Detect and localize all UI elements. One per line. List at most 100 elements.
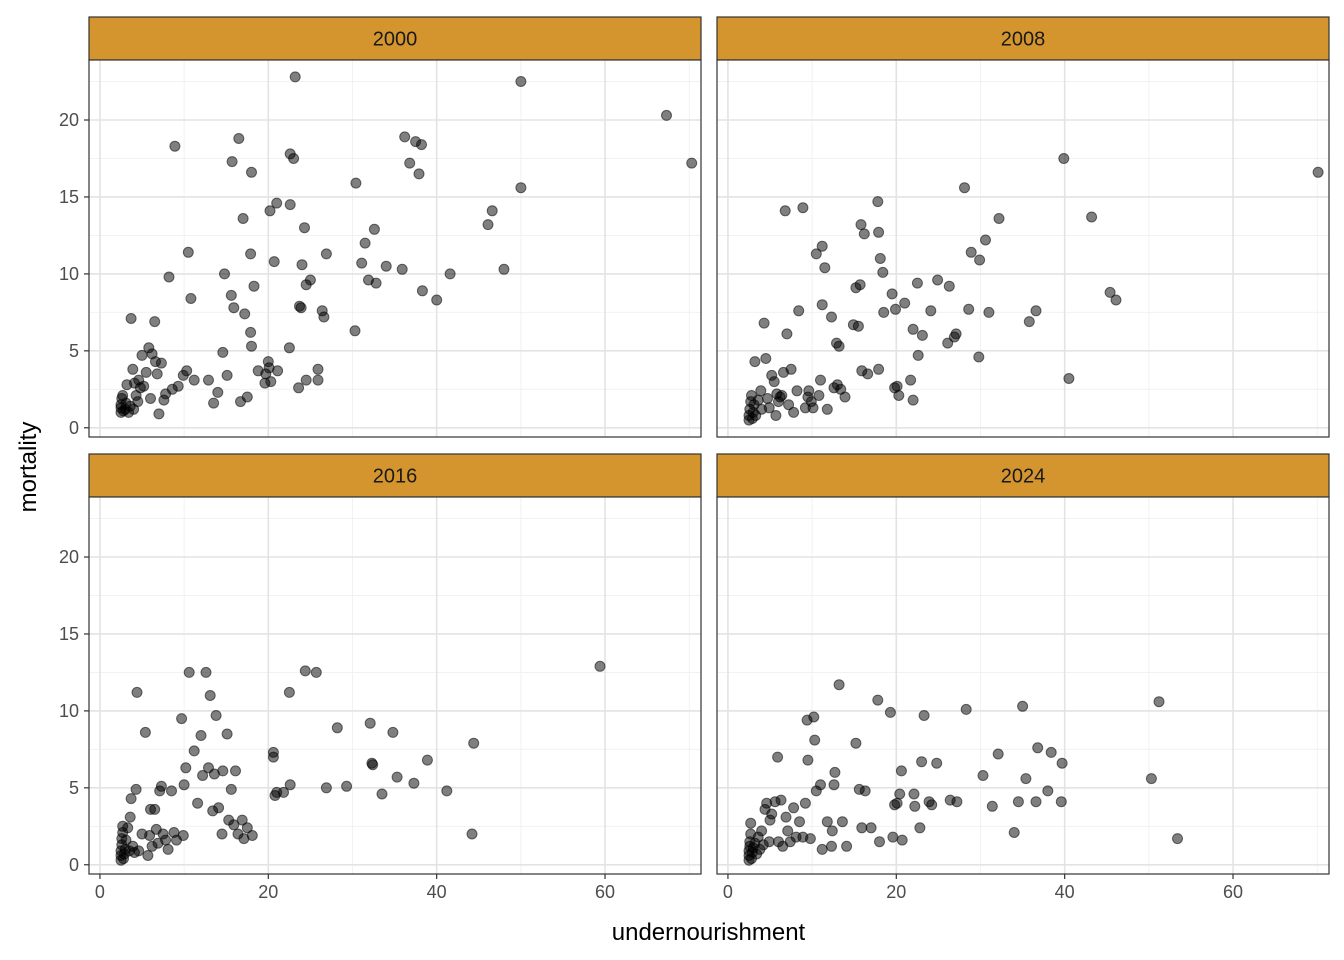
data-point — [772, 751, 784, 763]
data-point — [237, 213, 249, 224]
data-point — [859, 785, 871, 797]
data-point — [873, 226, 885, 238]
data-point — [341, 780, 353, 792]
data-point — [755, 385, 767, 397]
data-point — [760, 353, 772, 364]
data-point — [221, 369, 233, 381]
data-point — [318, 311, 330, 323]
data-point — [788, 406, 800, 418]
data-point — [177, 830, 189, 841]
data-point — [180, 762, 192, 774]
facet-panels: 2000 0 5 10 15 20 2008 2016 0 5 10 15 20 0 20 40 60 2024 0… — [59, 16, 1330, 902]
data-point — [228, 819, 240, 831]
data-point — [887, 831, 899, 843]
data-point — [829, 766, 841, 778]
panel-border — [88, 59, 702, 438]
y-axis-title: mortality — [15, 422, 42, 513]
data-point — [925, 305, 937, 317]
data-point — [149, 803, 161, 815]
data-point — [886, 288, 898, 300]
data-point — [874, 253, 886, 264]
data-point — [980, 234, 991, 246]
data-point — [855, 219, 867, 231]
data-point — [124, 811, 136, 823]
y-tick-label: 5 — [69, 341, 79, 361]
data-point — [797, 202, 809, 214]
data-point — [203, 374, 214, 386]
x-tick-label: 20 — [886, 882, 906, 902]
data-point — [197, 770, 209, 781]
data-point — [192, 797, 204, 809]
data-point — [762, 393, 773, 404]
data-point — [775, 794, 787, 806]
data-point — [367, 759, 379, 771]
data-point — [872, 196, 884, 208]
panel-background — [89, 497, 701, 874]
facet-panel-2000: 2000 0 5 10 15 20 — [59, 16, 702, 438]
panel-border — [716, 59, 1330, 438]
data-point — [986, 800, 998, 812]
data-point — [288, 153, 300, 164]
data-point — [246, 166, 257, 178]
data-point — [178, 779, 190, 791]
data-point — [181, 365, 193, 377]
data-point — [951, 796, 963, 808]
data-point — [745, 817, 757, 829]
data-point — [816, 843, 828, 855]
data-point — [350, 177, 362, 189]
data-point — [850, 737, 862, 749]
panel-border — [716, 496, 1330, 875]
data-point — [766, 808, 778, 820]
data-point — [120, 834, 132, 846]
data-point — [200, 666, 212, 678]
data-point — [1012, 796, 1024, 808]
data-point — [816, 299, 828, 311]
data-point — [160, 834, 172, 846]
data-point — [300, 374, 312, 386]
data-point — [1055, 796, 1067, 808]
x-tick-label: 0 — [95, 882, 105, 902]
data-point — [983, 306, 995, 318]
data-point — [852, 320, 864, 332]
data-point — [208, 397, 220, 409]
data-point — [431, 294, 443, 306]
data-point — [907, 394, 919, 406]
facet-strip — [88, 453, 702, 498]
data-point — [225, 783, 237, 795]
data-point — [359, 237, 371, 249]
y-tick-label: 15 — [59, 187, 79, 207]
data-point — [267, 746, 279, 758]
data-point — [872, 694, 884, 706]
data-point — [331, 722, 343, 734]
data-point — [911, 277, 923, 289]
data-point — [239, 308, 251, 320]
data-point — [963, 303, 975, 315]
data-point — [219, 268, 230, 280]
data-point — [1032, 742, 1044, 754]
data-point — [758, 317, 770, 329]
facet-strip — [88, 16, 702, 61]
data-point — [468, 737, 480, 749]
data-point — [821, 403, 833, 415]
y-tick-label: 15 — [59, 624, 79, 644]
data-point — [296, 259, 308, 271]
data-point — [133, 845, 145, 857]
data-point — [833, 340, 845, 352]
data-point — [226, 156, 238, 168]
data-point — [836, 816, 848, 828]
data-point — [1020, 773, 1032, 785]
data-point — [188, 374, 200, 386]
data-point — [241, 391, 253, 403]
data-point — [960, 703, 972, 715]
data-point — [780, 811, 792, 823]
data-point — [826, 840, 837, 852]
data-point — [278, 786, 289, 798]
data-point — [977, 770, 989, 781]
y-tick-label: 20 — [59, 110, 79, 130]
data-point — [799, 797, 811, 809]
data-point — [1030, 305, 1042, 317]
data-point — [125, 313, 137, 324]
data-point — [1030, 796, 1042, 808]
data-point — [1042, 785, 1054, 797]
data-point — [268, 256, 280, 268]
